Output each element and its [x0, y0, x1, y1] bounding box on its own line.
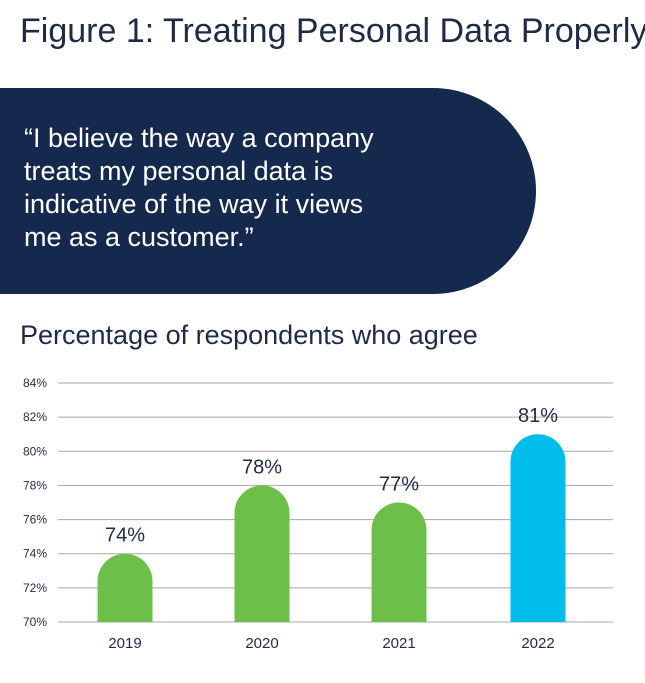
quote-banner [0, 88, 536, 294]
x-tick-label: 2021 [382, 635, 415, 652]
quote-text: “I believe the way a company treats my p… [24, 123, 374, 252]
chart-title: Percentage of respondents who agree [20, 320, 478, 350]
y-tick-label: 82% [23, 410, 47, 424]
figure-title: Figure 1: Treating Personal Data Properl… [20, 12, 645, 50]
y-tick-label: 84% [23, 376, 47, 390]
data-label: 81% [518, 405, 558, 427]
bar-2019 [97, 553, 153, 622]
y-tick-label: 80% [23, 444, 47, 458]
y-tick-label: 70% [23, 615, 47, 629]
y-tick-label: 76% [23, 513, 47, 527]
y-tick-label: 74% [23, 547, 47, 561]
data-label: 78% [242, 456, 282, 478]
y-tick-label: 78% [23, 478, 47, 492]
data-label: 77% [379, 474, 419, 496]
x-tick-label: 2020 [245, 635, 278, 652]
x-tick-label: 2019 [108, 635, 141, 652]
bar-chart: 70% 72% 74% 76% 78% 80% 82% 84% 74% 2019 78% 2020 77… [23, 376, 613, 652]
data-label: 74% [105, 525, 145, 547]
x-tick-label: 2022 [521, 635, 554, 652]
bar-2021 [371, 502, 427, 622]
bar-2020 [234, 485, 290, 622]
bar-2022 [510, 434, 566, 622]
y-tick-label: 72% [23, 581, 47, 595]
